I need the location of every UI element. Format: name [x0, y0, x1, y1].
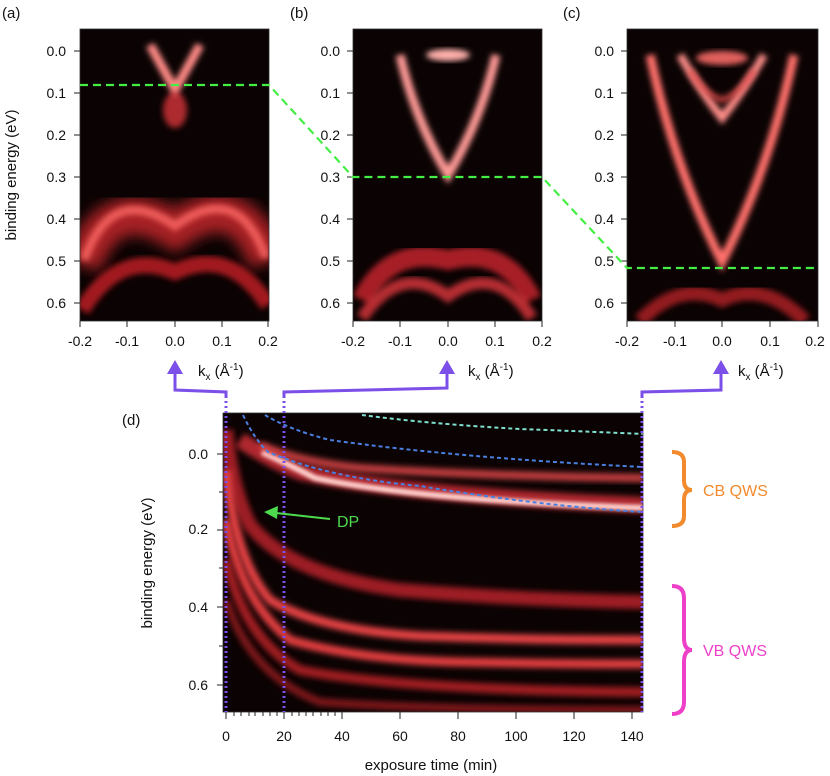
y-tick-label: 0.2	[595, 127, 615, 143]
panel-d: (d) 0.0 0.2 0.4 0.6 bindi	[122, 360, 768, 774]
x-tick-label: 20	[276, 728, 292, 744]
dp-annotation: DP	[264, 506, 359, 531]
x-tick-label: 0.1	[760, 333, 780, 349]
x-tick-label: 0.1	[485, 333, 505, 349]
arrow-head-icon	[713, 360, 729, 374]
y-tick-label: 0.0	[47, 43, 67, 59]
x-tick-label: 0.1	[212, 333, 232, 349]
y-tick-label: 0.6	[595, 295, 615, 311]
dirac-point-dashed-lines	[80, 83, 818, 270]
cb-qws-label: CB QWS	[703, 483, 768, 500]
panel-a: (a) 0.0 0.1 0.2 0.3 0.4 0.5 0.6 binding …	[2, 5, 278, 383]
panel-b-bands	[353, 49, 541, 321]
y-tick-label: 0.6	[47, 295, 67, 311]
y-tick-label: 0.5	[595, 253, 615, 269]
x-tick-label: 0.2	[532, 333, 552, 349]
panel-b-y-ticks: 0.0 0.1 0.2 0.3 0.4 0.5 0.6	[321, 43, 353, 311]
brace-icon	[671, 450, 693, 528]
y-tick-label: 0.4	[595, 211, 615, 227]
dp-label: DP	[337, 514, 359, 531]
y-tick-label: 0.6	[321, 295, 341, 311]
x-tick-label: 0.2	[258, 333, 278, 349]
panel-d-bands	[223, 414, 643, 712]
panel-d-y-ticks: 0.0 0.2 0.4 0.6	[189, 446, 223, 693]
x-tick-label: -0.2	[68, 333, 92, 349]
cb-qws-annotation: CB QWS	[671, 450, 768, 528]
vb-qws-label: VB QWS	[703, 643, 767, 660]
y-tick-label: 0.0	[595, 43, 615, 59]
panel-b-label: (b)	[290, 5, 308, 22]
y-tick-label: 0.3	[595, 169, 615, 185]
x-tick-label: 80	[450, 728, 466, 744]
panel-a-y-axis-label: binding energy (eV)	[3, 110, 20, 241]
panel-a-bands	[80, 42, 269, 315]
y-tick-label: 0.0	[321, 43, 341, 59]
arrow-heads	[167, 360, 729, 374]
y-tick-label: 0.0	[189, 446, 209, 462]
panel-a-x-axis-label: kx (Å-1)	[198, 362, 244, 383]
y-tick-label: 0.4	[321, 211, 341, 227]
x-tick-label: 0.2	[805, 333, 825, 349]
x-tick-label: 120	[562, 728, 586, 744]
panel-d-x-axis-label: exposure time (min)	[365, 757, 498, 774]
y-tick-label: 0.4	[47, 211, 67, 227]
x-tick-label: 40	[334, 728, 350, 744]
x-tick-label: -0.1	[115, 333, 139, 349]
x-tick-label: 0.0	[712, 333, 732, 349]
panel-connector-arrows	[173, 372, 723, 396]
y-tick-label: 0.5	[321, 253, 341, 269]
x-tick-label: -0.2	[341, 333, 365, 349]
y-tick-label: 0.2	[47, 127, 67, 143]
panel-d-y-axis-label: binding energy (eV)	[139, 498, 156, 629]
x-tick-label: 0.0	[438, 333, 458, 349]
y-tick-label: 0.3	[321, 169, 341, 185]
brace-icon	[671, 584, 693, 716]
x-tick-label: -0.1	[388, 333, 412, 349]
x-tick-label: 60	[392, 728, 408, 744]
panel-a-label: (a)	[2, 5, 20, 22]
x-tick-label: 0.0	[165, 333, 185, 349]
x-tick-label: 100	[504, 728, 528, 744]
y-tick-label: 0.2	[321, 127, 341, 143]
panel-c-x-ticks: -0.2 -0.1 0.0 0.1 0.2	[615, 321, 825, 349]
panel-c: (c) 0.0 0.1 0.2 0.3 0.4 0.5 0.6 -0.2 -0.…	[563, 5, 825, 383]
y-tick-label: 0.4	[189, 599, 209, 615]
arrow-head-icon	[439, 360, 455, 374]
y-tick-label: 0.1	[595, 85, 615, 101]
y-tick-label: 0.3	[47, 169, 67, 185]
x-tick-label: -0.1	[663, 333, 687, 349]
panel-b-x-axis-label: kx (Å-1)	[468, 362, 514, 383]
y-tick-label: 0.2	[189, 521, 209, 537]
panel-c-label: (c)	[563, 5, 581, 22]
panel-c-y-ticks: 0.0 0.1 0.2 0.3 0.4 0.5 0.6	[595, 43, 627, 311]
panel-b: (b) 0.0 0.1 0.2 0.3 0.4 0.5 0.6 -0.2 -0.…	[290, 5, 552, 383]
arrow-head-icon	[167, 360, 183, 374]
y-tick-label: 0.1	[321, 85, 341, 101]
x-tick-label: 140	[620, 728, 644, 744]
x-tick-label: -0.2	[615, 333, 639, 349]
panel-d-x-ticks: 0 20 40 60 80 100 120 140	[222, 712, 644, 744]
x-tick-label: 0	[222, 728, 230, 744]
panel-a-x-ticks: -0.2 -0.1 0.0 0.1 0.2	[68, 321, 278, 349]
panel-c-x-axis-label: kx (Å-1)	[738, 362, 784, 383]
y-tick-label: 0.1	[47, 85, 67, 101]
vb-qws-annotation: VB QWS	[671, 584, 767, 716]
panel-d-label: (d)	[122, 412, 140, 429]
y-tick-label: 0.5	[47, 253, 67, 269]
panel-a-y-ticks: 0.0 0.1 0.2 0.3 0.4 0.5 0.6	[47, 43, 80, 311]
y-tick-label: 0.6	[189, 677, 209, 693]
arrow-left-icon	[264, 506, 278, 519]
panel-b-x-ticks: -0.2 -0.1 0.0 0.1 0.2	[341, 321, 552, 349]
